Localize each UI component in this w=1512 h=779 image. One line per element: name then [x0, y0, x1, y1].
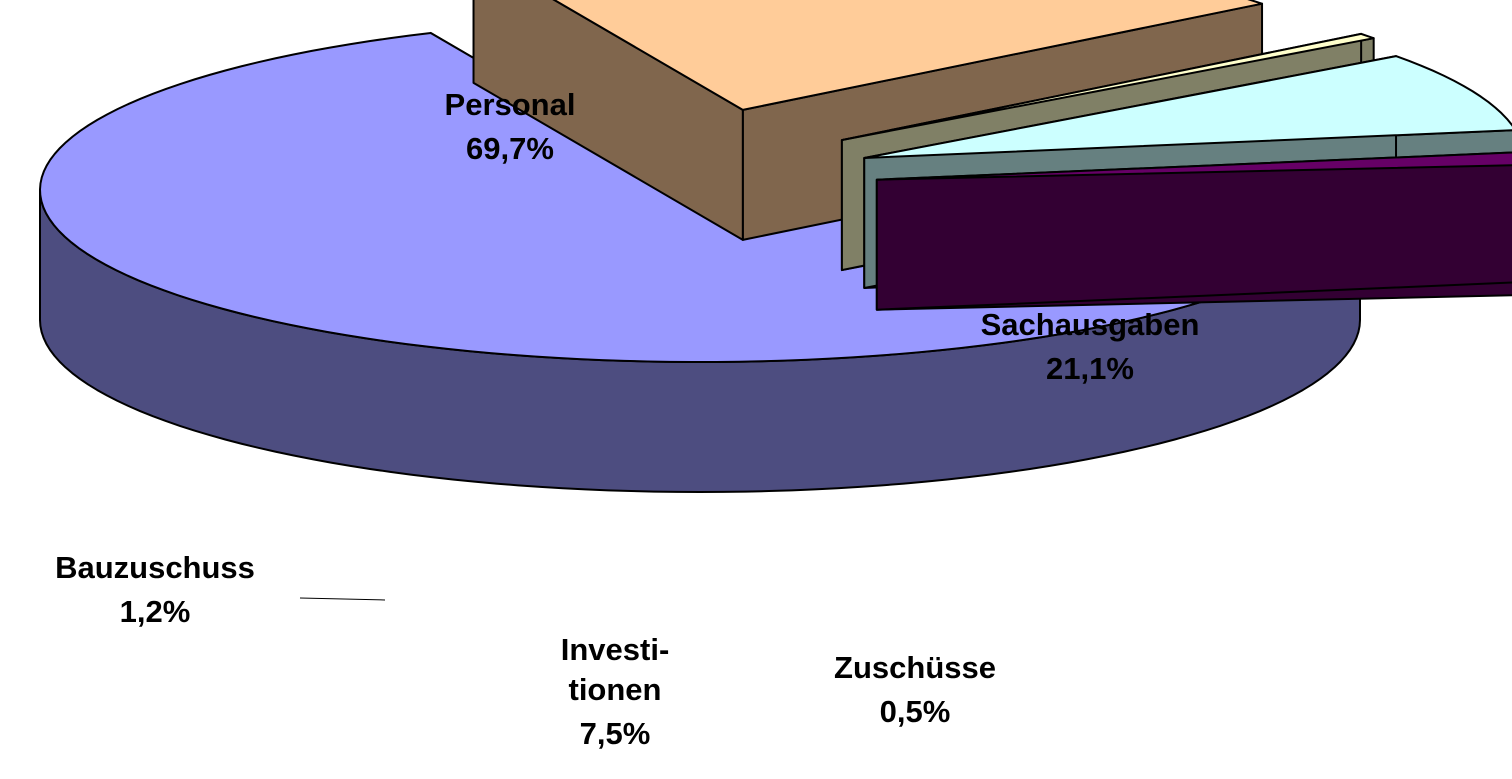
slice	[875, 151, 1512, 311]
slice-label: Sachausgaben	[980, 307, 1200, 342]
leader-line	[299, 597, 386, 601]
slice-label: Zuschüsse	[834, 650, 996, 685]
slice-top	[552, 0, 1264, 111]
slice-value-label: 0,5%	[879, 694, 951, 729]
slice-value-label: 1,2%	[119, 594, 191, 629]
slice-label: Bauzuschuss	[55, 550, 255, 585]
slice-top	[840, 32, 1375, 142]
slice-value-label: 21,1%	[1046, 351, 1134, 386]
slice-label: Investi- tionen	[560, 632, 670, 707]
slice-value-label: 69,7%	[466, 131, 554, 166]
slice-top	[875, 151, 1512, 181]
slice-label: Personal	[444, 87, 576, 122]
slice-value-label: 7,5%	[579, 716, 651, 751]
slice-top	[863, 55, 1512, 159]
